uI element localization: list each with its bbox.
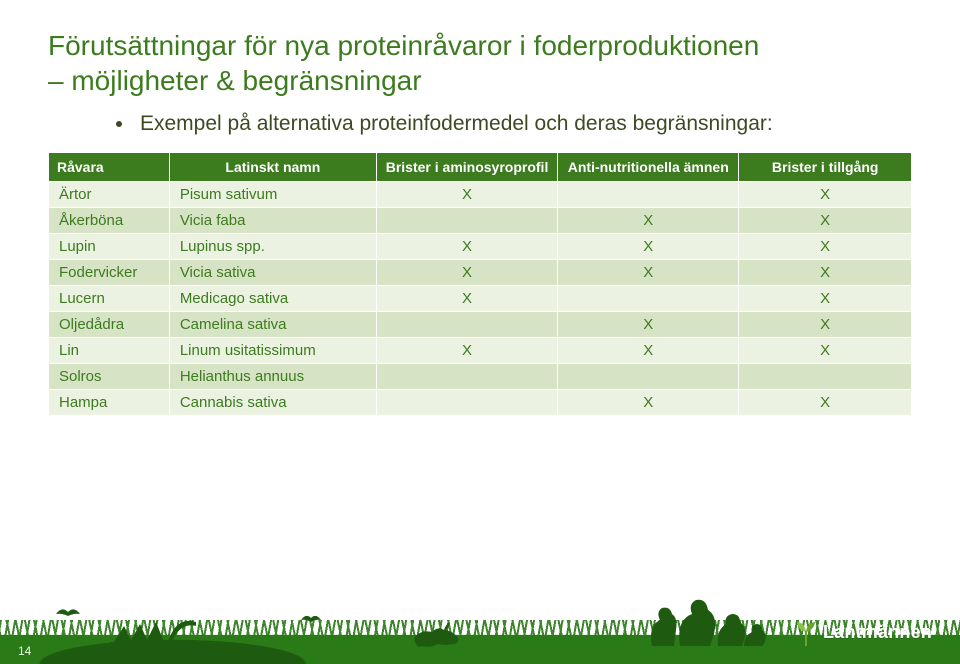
th-3: Anti-nutritionella ämnen [558,153,739,182]
cell: Fodervicker [49,260,170,286]
cell: Hampa [49,390,170,416]
page-number: 14 [18,644,31,658]
cell: X [376,234,557,260]
cell: X [739,286,912,312]
table-head: Råvara Latinskt namn Brister i aminosyro… [49,153,912,182]
cell: Vicia sativa [169,260,376,286]
cell: X [739,390,912,416]
cell: X [739,312,912,338]
cell: X [558,390,739,416]
table-row: Fodervicker Vicia sativa X X X [49,260,912,286]
table-header-row: Råvara Latinskt namn Brister i aminosyro… [49,153,912,182]
cell [558,286,739,312]
slide: Förutsättningar för nya proteinråvaror i… [0,0,960,664]
cell: X [558,234,739,260]
cell: X [558,338,739,364]
cell: Solros [49,364,170,390]
page-title: Förutsättningar för nya proteinråvaror i… [48,28,912,98]
cell: X [376,182,557,208]
table-row: Solros Helianthus annuus [49,364,912,390]
cell: Camelina sativa [169,312,376,338]
cell: Cannabis sativa [169,390,376,416]
cell: X [739,260,912,286]
cell: X [376,286,557,312]
sprout-icon [795,618,817,646]
cell: Lupin [49,234,170,260]
logo-text: Lantmännen [823,622,932,643]
cell: Helianthus annuus [169,364,376,390]
cell [376,390,557,416]
cell: Linum usitatissimum [169,338,376,364]
title-line-2: – möjligheter & begränsningar [48,65,422,96]
cell: X [558,208,739,234]
th-1: Latinskt namn [169,153,376,182]
cell: Åkerböna [49,208,170,234]
cell: Oljedådra [49,312,170,338]
cell [558,182,739,208]
cell: X [739,234,912,260]
cell: Lucern [49,286,170,312]
table-row: Lupin Lupinus spp. X X X [49,234,912,260]
cell: Lin [49,338,170,364]
cell: Vicia faba [169,208,376,234]
cell [376,364,557,390]
cell: Lupinus spp. [169,234,376,260]
th-0: Råvara [49,153,170,182]
table-row: Oljedådra Camelina sativa X X [49,312,912,338]
table-row: Hampa Cannabis sativa X X [49,390,912,416]
cell: X [558,260,739,286]
cell: Medicago sativa [169,286,376,312]
cell: Ärtor [49,182,170,208]
cell: X [739,208,912,234]
cell: X [558,312,739,338]
bullet-text: Exempel på alternativa proteinfodermedel… [140,112,773,136]
table-row: Ärtor Pisum sativum X X [49,182,912,208]
cell [376,312,557,338]
protein-table: Råvara Latinskt namn Brister i aminosyro… [48,152,912,416]
table-row: Lucern Medicago sativa X X [49,286,912,312]
cell [558,364,739,390]
title-line-1: Förutsättningar för nya proteinråvaror i… [48,30,759,61]
th-2: Brister i aminosyroprofil [376,153,557,182]
cell: X [739,338,912,364]
table-row: Lin Linum usitatissimum X X X [49,338,912,364]
cell: Pisum sativum [169,182,376,208]
th-4: Brister i tillgång [739,153,912,182]
cell: X [376,338,557,364]
table-row: Åkerböna Vicia faba X X [49,208,912,234]
cell: X [376,260,557,286]
cell [376,208,557,234]
brand-logo: Lantmännen [795,618,932,646]
cell [739,364,912,390]
cell: X [739,182,912,208]
bullet-row: Exempel på alternativa proteinfodermedel… [116,112,912,136]
table-body: Ärtor Pisum sativum X X Åkerböna Vicia f… [49,182,912,416]
bullet-dot-icon [116,121,122,127]
